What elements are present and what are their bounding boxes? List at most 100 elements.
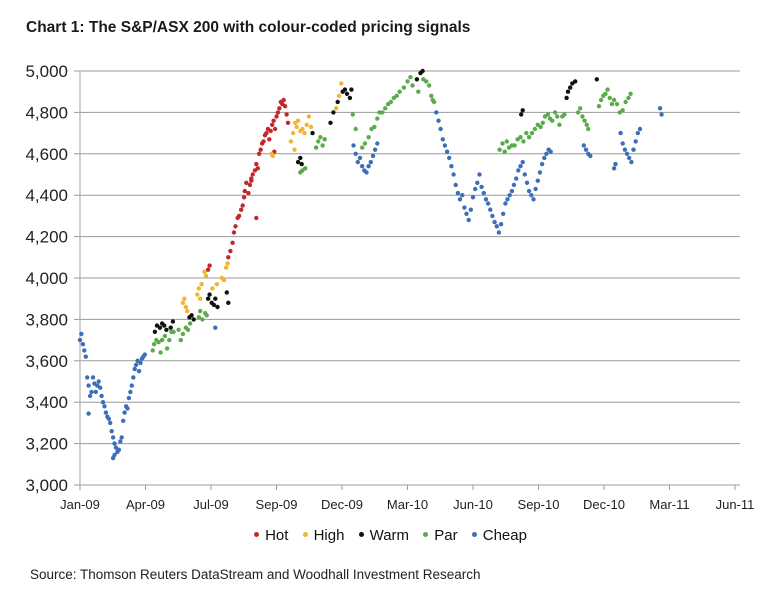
- data-point-par: [394, 93, 399, 99]
- data-point-cheap: [622, 147, 628, 152]
- data-point-par: [180, 331, 186, 337]
- data-point-cheap: [509, 188, 515, 194]
- legend-item-hot: Hot: [254, 527, 288, 544]
- data-point-cheap: [479, 184, 484, 190]
- data-point-cheap: [90, 375, 96, 380]
- data-point-high: [304, 122, 309, 128]
- data-point-cheap: [535, 178, 540, 183]
- x-tick-label: Jun-10: [453, 497, 493, 512]
- data-point-par: [584, 122, 589, 128]
- data-point-high: [221, 277, 227, 283]
- data-point-warm: [152, 329, 158, 334]
- data-point-par: [586, 126, 591, 132]
- data-point-par: [158, 350, 163, 355]
- data-point-cheap: [511, 182, 517, 188]
- data-point-hot: [281, 97, 286, 103]
- data-point-high: [294, 124, 299, 130]
- series-par: [150, 75, 633, 355]
- data-point-hot: [236, 213, 242, 219]
- data-point-par: [380, 110, 385, 115]
- data-point-warm: [213, 296, 218, 301]
- legend-item-par: Par: [423, 527, 458, 544]
- x-tick-label: Jul-09: [193, 497, 228, 512]
- data-point-par: [303, 166, 308, 171]
- data-point-cheap: [444, 149, 450, 154]
- data-point-cheap: [526, 188, 532, 194]
- series-high: [180, 81, 344, 314]
- data-point-cheap: [631, 147, 636, 152]
- data-point-hot: [272, 126, 278, 132]
- data-point-cheap: [366, 164, 371, 169]
- data-point-high: [302, 130, 307, 136]
- data-point-par: [350, 112, 355, 117]
- data-point-hot: [250, 172, 255, 177]
- data-point-par: [187, 321, 193, 326]
- data-point-par: [178, 337, 183, 343]
- data-point-cheap: [470, 195, 476, 200]
- data-point-par: [540, 120, 545, 126]
- data-point-cheap: [82, 348, 87, 353]
- y-tick-label: 3,600: [25, 352, 68, 371]
- data-point-par: [408, 75, 413, 80]
- data-point-cheap: [128, 389, 133, 395]
- data-point-cheap: [537, 170, 543, 175]
- data-point-cheap: [85, 375, 90, 380]
- data-point-hot: [226, 255, 231, 260]
- x-tick-label: Jan-09: [60, 497, 100, 512]
- data-point-par: [611, 97, 617, 103]
- data-point-cheap: [477, 172, 482, 177]
- data-point-par: [578, 106, 583, 111]
- y-tick-label: 4,600: [25, 145, 68, 164]
- data-point-cheap: [121, 418, 126, 423]
- data-point-par: [532, 126, 538, 132]
- legend-marker-warm: [358, 531, 364, 537]
- data-point-cheap: [627, 155, 632, 161]
- data-point-cheap: [520, 159, 525, 165]
- data-point-par: [162, 333, 168, 339]
- data-point-warm: [568, 85, 573, 90]
- data-point-par: [164, 346, 170, 351]
- data-point-hot: [205, 267, 211, 272]
- data-point-par: [580, 114, 585, 119]
- data-point-par: [424, 79, 429, 84]
- gridlines: [80, 70, 740, 445]
- x-tick-label: Mar-11: [649, 497, 689, 512]
- data-point-hot: [264, 130, 269, 136]
- data-point-par: [426, 83, 432, 88]
- data-point-cheap: [102, 404, 107, 409]
- data-point-cheap: [438, 126, 443, 132]
- data-point-par: [429, 93, 434, 99]
- legend-marker-cheap: [471, 531, 477, 537]
- data-point-high: [195, 292, 200, 297]
- data-point-cheap: [86, 383, 91, 388]
- data-point-warm: [168, 325, 173, 330]
- data-point-hot: [230, 240, 235, 245]
- data-point-cheap: [494, 224, 499, 229]
- data-point-cheap: [483, 197, 489, 202]
- data-point-cheap: [548, 149, 553, 154]
- data-point-high: [180, 300, 186, 305]
- data-point-cheap: [507, 193, 512, 198]
- data-point-cheap: [353, 151, 358, 156]
- data-point-high: [288, 139, 294, 144]
- data-point-cheap: [620, 141, 625, 146]
- data-point-cheap: [122, 410, 127, 415]
- legend-label-warm: Warm: [369, 527, 410, 544]
- data-point-high: [295, 118, 301, 123]
- data-point-hot: [274, 114, 279, 119]
- data-point-par: [397, 89, 402, 94]
- data-point-hot: [241, 195, 247, 200]
- data-point-hot: [282, 104, 288, 109]
- series-cheap: [77, 106, 664, 461]
- data-point-hot: [246, 190, 251, 196]
- data-point-par: [614, 101, 620, 107]
- data-point-par: [603, 91, 608, 97]
- data-point-cheap: [375, 141, 380, 146]
- data-point-par: [552, 110, 558, 115]
- data-point-cheap: [581, 143, 586, 148]
- y-tick-label: 3,800: [25, 310, 68, 329]
- data-point-cheap: [492, 219, 497, 225]
- data-point-hot: [244, 180, 249, 185]
- data-point-par: [171, 329, 176, 334]
- data-point-cheap: [635, 130, 640, 136]
